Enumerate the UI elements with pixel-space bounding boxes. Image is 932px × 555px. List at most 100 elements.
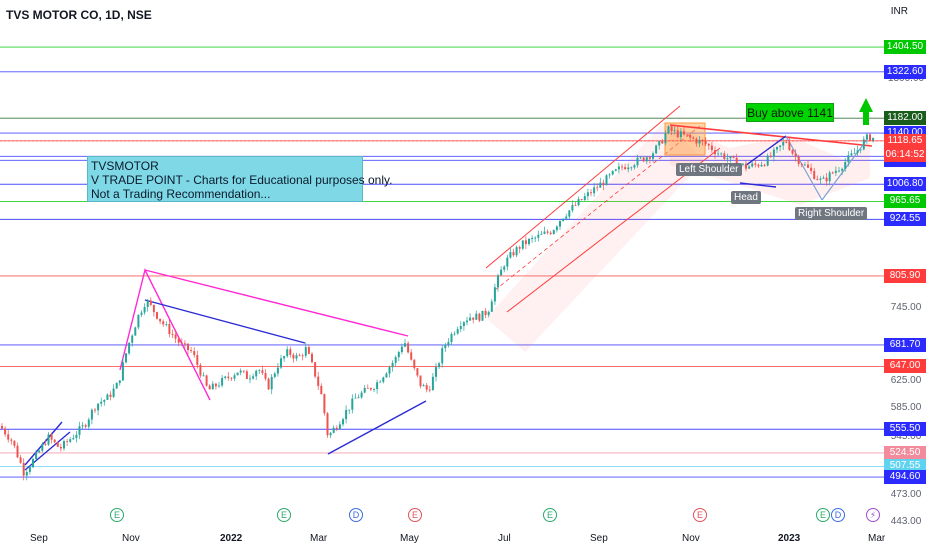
candle-body xyxy=(707,143,710,146)
earnings-icon[interactable]: E xyxy=(693,508,707,522)
candle-body xyxy=(128,342,131,354)
candle-body xyxy=(335,427,338,429)
channel-mid-line xyxy=(494,125,701,291)
candle-body xyxy=(794,153,797,157)
candle-body xyxy=(292,354,295,359)
candle-body xyxy=(726,158,729,160)
candle-body xyxy=(28,467,31,472)
candle-body xyxy=(803,164,806,166)
candle-body xyxy=(779,145,782,148)
candle-body xyxy=(717,153,720,155)
candle-body xyxy=(16,445,19,458)
dividend-icon[interactable]: D xyxy=(831,508,845,522)
candle-body xyxy=(354,397,357,399)
x-tick-label: May xyxy=(400,533,419,544)
candle-body xyxy=(109,394,112,397)
candle-body xyxy=(152,304,155,313)
candle-body xyxy=(211,383,214,390)
candle-body xyxy=(735,157,738,168)
candle-body xyxy=(10,439,13,441)
earnings-icon[interactable]: E xyxy=(408,508,422,522)
candle-body xyxy=(673,130,676,132)
y-tick-label: 585.00 xyxy=(890,401,922,413)
candle-body xyxy=(521,240,524,249)
candle-body xyxy=(400,346,403,353)
candle-body xyxy=(295,355,298,359)
candle-body xyxy=(121,362,124,381)
candle-body xyxy=(283,356,286,359)
buy-signal-label: Buy above 1141 xyxy=(746,103,834,122)
candle-body xyxy=(518,247,521,249)
drawings xyxy=(24,98,873,471)
pattern-left-leg xyxy=(744,135,787,167)
candle-body xyxy=(583,196,586,200)
candle-body xyxy=(562,218,565,221)
candle-body xyxy=(859,149,862,151)
candle-body xyxy=(788,142,791,150)
candle-body xyxy=(670,126,673,132)
candle-body xyxy=(593,187,596,194)
candle-body xyxy=(143,307,146,313)
candle-body xyxy=(729,156,732,159)
candle-body xyxy=(388,367,391,374)
x-tick-label: Sep xyxy=(30,533,48,544)
candle-body xyxy=(748,166,751,169)
candle-body xyxy=(586,192,589,197)
price-level-label: 507.55 xyxy=(884,459,926,474)
candle-body xyxy=(174,334,177,339)
candle-body xyxy=(103,399,106,402)
candle-body xyxy=(596,187,599,189)
candle-body xyxy=(32,459,34,468)
earnings-icon[interactable]: E xyxy=(277,508,291,522)
candle-body xyxy=(847,155,850,163)
candle-body xyxy=(205,375,208,386)
y-tick-label: 443.00 xyxy=(890,516,922,528)
split-icon[interactable]: ⚡ xyxy=(866,508,880,522)
candle-body xyxy=(642,157,645,162)
candle-body xyxy=(602,182,605,186)
candle-body xyxy=(537,234,540,238)
candle-body xyxy=(298,355,301,357)
candle-body xyxy=(630,167,633,169)
candle-body xyxy=(831,172,834,174)
candle-body xyxy=(59,446,62,449)
x-tick-label: Nov xyxy=(682,533,700,544)
candle-body xyxy=(655,145,658,154)
candle-body xyxy=(397,352,400,358)
candle-body xyxy=(214,383,217,387)
candle-body xyxy=(822,177,825,179)
y-tick-label: 545.00 xyxy=(890,431,922,443)
price-level-label: 1006.80 xyxy=(884,177,926,192)
candle-body xyxy=(552,230,555,234)
earnings-icon[interactable]: E xyxy=(816,508,830,522)
candle-body xyxy=(4,428,7,435)
earnings-icon[interactable]: E xyxy=(543,508,557,522)
candle-body xyxy=(745,163,747,169)
candle-body xyxy=(658,141,661,146)
x-tick-label: Mar xyxy=(868,533,886,544)
candle-body xyxy=(565,216,568,219)
candle-body xyxy=(41,443,44,451)
candle-body xyxy=(772,149,775,157)
candle-body xyxy=(543,231,546,234)
candle-body xyxy=(459,326,462,330)
candle-body xyxy=(351,398,354,410)
candle-body xyxy=(577,199,580,206)
candle-body xyxy=(255,370,258,377)
earnings-icon[interactable]: E xyxy=(110,508,124,522)
candle-body xyxy=(500,269,503,276)
candle-body xyxy=(75,434,78,439)
candle-body xyxy=(218,385,220,387)
candle-body xyxy=(242,370,245,372)
candle-body xyxy=(732,156,735,158)
candle-body xyxy=(280,358,282,368)
candle-body xyxy=(419,375,422,387)
candle-body xyxy=(7,434,10,440)
dividend-icon[interactable]: D xyxy=(349,508,363,522)
candle-body xyxy=(621,166,623,168)
candle-body xyxy=(270,376,273,390)
candle-body xyxy=(512,252,515,256)
candle-body xyxy=(608,174,611,176)
